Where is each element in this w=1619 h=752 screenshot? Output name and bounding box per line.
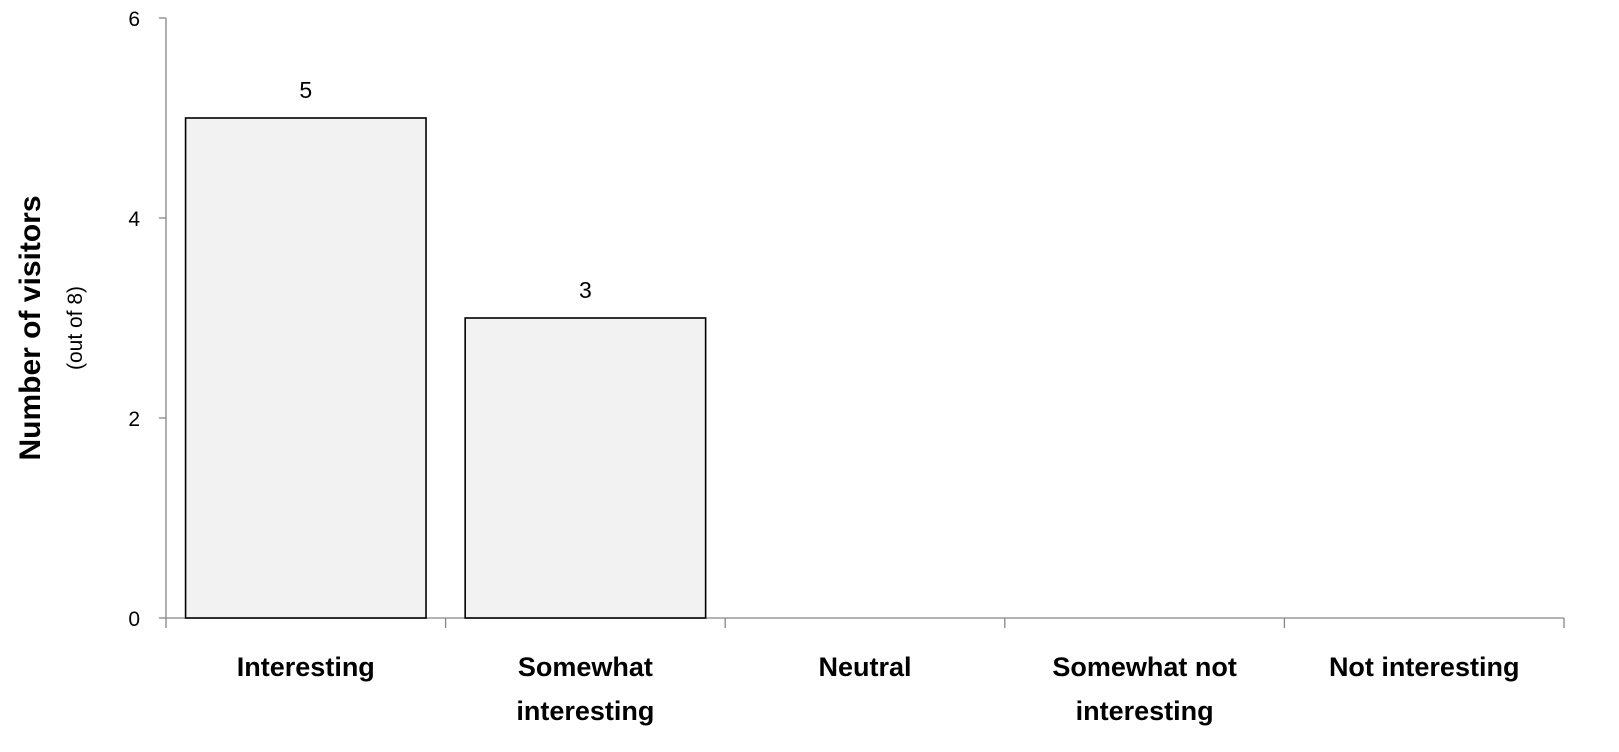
y-tick-label: 0	[128, 608, 140, 631]
bar	[464, 317, 707, 619]
x-tick-label: Not interesting	[1329, 652, 1520, 682]
x-tick-label: Neutral	[818, 652, 911, 682]
y-tick-label: 4	[128, 208, 140, 231]
y-axis: 0 2 4 6	[128, 8, 167, 631]
y-axis-title: Number of visitors	[14, 195, 47, 460]
data-labels: 53	[299, 77, 591, 303]
y-tick-label: 2	[128, 408, 140, 431]
x-tick-label: Somewhat not interesting	[1052, 652, 1237, 726]
data-label: 5	[299, 77, 312, 103]
y-tick-label: 6	[128, 8, 140, 31]
x-tick-label: Somewhat interesting	[516, 652, 654, 726]
x-axis: Interesting Somewhat interesting Neutral Som…	[165, 617, 1565, 726]
bars	[184, 117, 707, 619]
data-label: 3	[579, 277, 592, 303]
bar	[184, 117, 427, 619]
x-tick-label: Interesting	[237, 652, 375, 682]
y-axis-subtitle: (out of 8)	[64, 286, 87, 370]
